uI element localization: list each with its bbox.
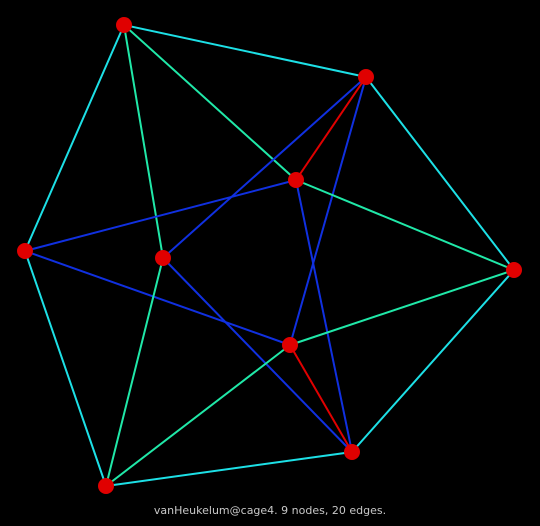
edge-n6-n8 — [351, 269, 515, 453]
edges-layer — [24, 24, 515, 487]
node-n1 — [116, 17, 132, 33]
edge-n8-n9 — [105, 451, 353, 487]
edge-n5-n9 — [105, 257, 164, 487]
edge-n7-n8 — [289, 344, 353, 453]
edge-n2-n5 — [162, 76, 367, 259]
edge-n7-n9 — [105, 344, 291, 487]
node-n7 — [282, 337, 298, 353]
node-n2 — [358, 69, 374, 85]
node-n6 — [506, 262, 522, 278]
edge-n3-n4 — [24, 179, 297, 252]
node-n9 — [98, 478, 114, 494]
edge-n1-n2 — [123, 24, 367, 78]
edge-n2-n3 — [295, 76, 367, 181]
nodes-layer — [17, 17, 522, 494]
edge-n1-n3 — [123, 24, 297, 181]
node-n4 — [17, 243, 33, 259]
edge-n6-n7 — [289, 269, 515, 346]
edge-n3-n6 — [295, 179, 515, 271]
edge-n4-n9 — [24, 250, 107, 487]
node-n5 — [155, 250, 171, 266]
edge-n1-n5 — [123, 24, 164, 259]
edge-n4-n7 — [24, 250, 291, 346]
node-n8 — [344, 444, 360, 460]
edge-n1-n4 — [24, 24, 125, 252]
edge-n2-n6 — [365, 76, 515, 271]
edge-n3-n8 — [295, 179, 353, 453]
edge-n2-n7 — [289, 76, 367, 346]
edge-n5-n8 — [162, 257, 353, 453]
graph-caption: vanHeukelum@cage4. 9 nodes, 20 edges. — [153, 504, 387, 517]
node-n3 — [288, 172, 304, 188]
